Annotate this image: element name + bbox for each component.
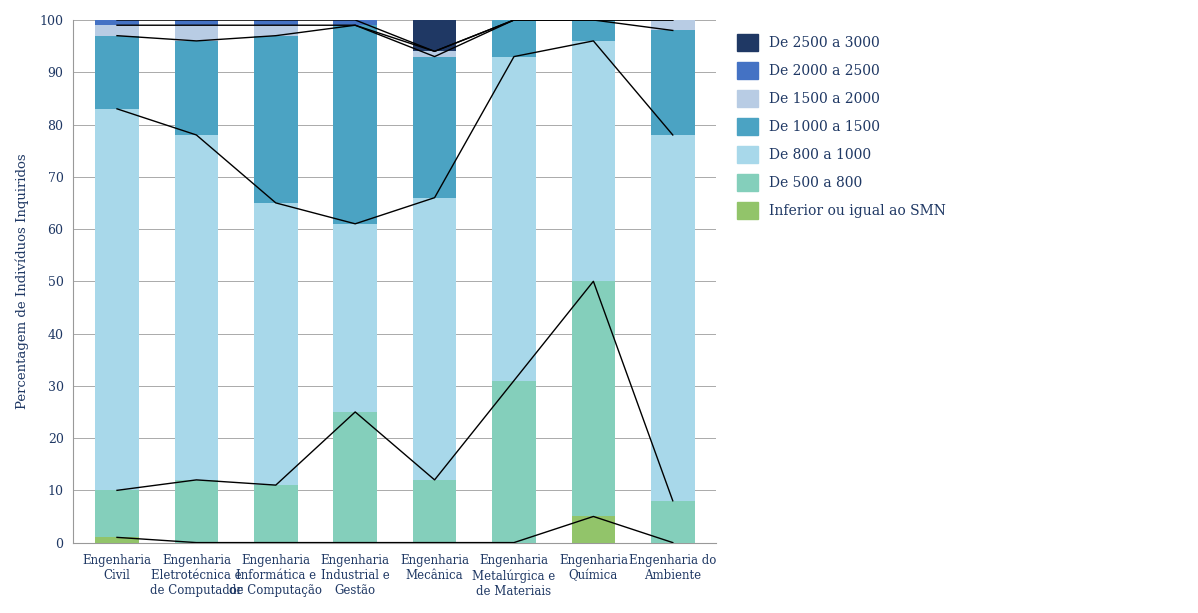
Bar	[95, 490, 139, 538]
Bar	[254, 485, 297, 543]
Bar	[95, 538, 139, 543]
Y-axis label: Percentagem de Indivíduos Inquiridos: Percentagem de Indivíduos Inquiridos	[16, 153, 29, 409]
Bar	[651, 501, 695, 543]
Bar	[571, 281, 616, 517]
Bar	[651, 31, 695, 135]
Bar	[492, 20, 536, 56]
Bar	[651, 20, 695, 31]
Bar	[95, 109, 139, 490]
Legend: De 2500 a 3000, De 2000 a 2500, De 1500 a 2000, De 1000 a 1500, De 800 a 1000, D: De 2500 a 3000, De 2000 a 2500, De 1500 …	[730, 27, 952, 226]
Bar	[651, 135, 695, 501]
Bar	[413, 197, 456, 480]
Bar	[492, 381, 536, 543]
Bar	[333, 224, 377, 412]
Bar	[413, 480, 456, 543]
Bar	[571, 20, 616, 41]
Bar	[175, 480, 218, 543]
Bar	[333, 20, 377, 25]
Bar	[413, 51, 456, 56]
Bar	[95, 20, 139, 25]
Bar	[571, 41, 616, 281]
Bar	[333, 412, 377, 543]
Bar	[413, 56, 456, 197]
Bar	[254, 20, 297, 25]
Bar	[95, 25, 139, 36]
Bar	[175, 20, 218, 25]
Bar	[413, 20, 456, 51]
Bar	[95, 36, 139, 109]
Bar	[175, 135, 218, 480]
Bar	[254, 25, 297, 36]
Bar	[254, 203, 297, 485]
Bar	[175, 25, 218, 41]
Bar	[492, 56, 536, 381]
Bar	[571, 517, 616, 543]
Bar	[175, 41, 218, 135]
Bar	[333, 25, 377, 224]
Bar	[254, 36, 297, 203]
